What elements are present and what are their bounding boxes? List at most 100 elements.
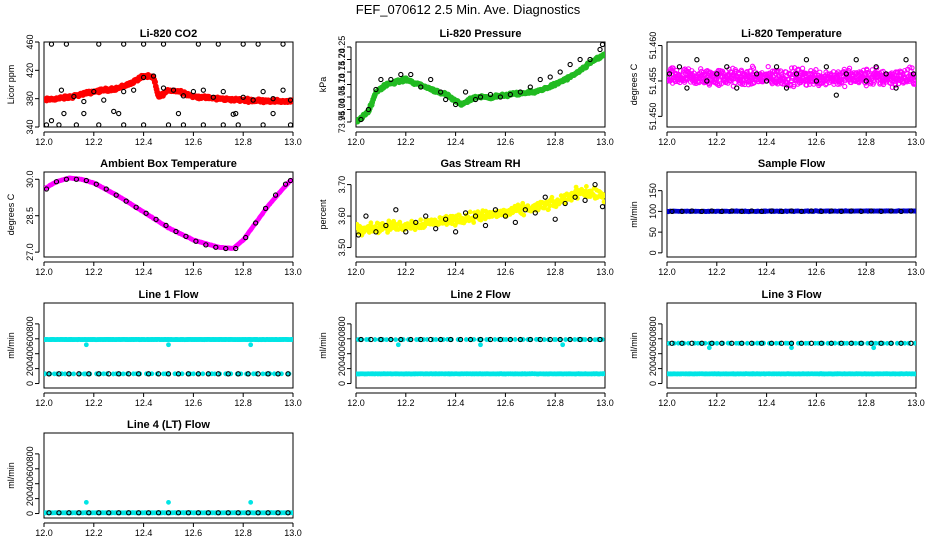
x-tick-label: 12.6 <box>185 137 203 147</box>
data-point <box>175 110 182 117</box>
data-point <box>140 122 147 127</box>
x-tick-label: 12.2 <box>397 398 415 408</box>
data-point <box>679 208 685 215</box>
data-point <box>145 371 152 377</box>
data-point <box>557 69 563 75</box>
series-2-5-min-ave <box>356 181 605 238</box>
y-tick-label: 400 <box>25 476 35 491</box>
data-point <box>116 110 122 117</box>
data-point <box>719 340 725 346</box>
data-point <box>121 122 127 127</box>
panel-sample_flow: Sample Flow 12.0 12.2 12.4 12.6 12.8 13.0 0 50 10… <box>629 158 925 277</box>
series-2-5-min-ave <box>46 371 291 377</box>
data-point <box>497 94 504 100</box>
data-point <box>358 116 364 123</box>
data-point <box>568 197 574 203</box>
data-point <box>173 228 179 235</box>
data-point <box>106 510 112 516</box>
data-point <box>462 89 469 95</box>
data-point <box>560 342 566 348</box>
data-point <box>463 337 469 342</box>
data-point <box>765 63 771 70</box>
y-axis-label: ml/min <box>629 332 639 359</box>
x-tick-label: 12.0 <box>658 398 676 408</box>
data-point <box>912 371 916 377</box>
data-point <box>255 42 261 47</box>
x-tick-label: 13.0 <box>596 267 614 277</box>
data-point <box>871 79 877 85</box>
panel-line4: Line 4 (LT) Flow 12.0 12.2 12.4 12.6 12.8 13.0… <box>6 419 302 538</box>
data-point <box>83 342 89 348</box>
x-tick-label: 12.6 <box>497 398 515 408</box>
panel-line2: Line 2 Flow 12.0 12.2 12.4 12.6 12.8 13.0 0 2004… <box>318 289 614 408</box>
y-tick-label: 600 <box>25 461 35 476</box>
x-tick-label: 12.4 <box>447 267 465 277</box>
data-point <box>140 74 147 81</box>
plot-frame <box>666 302 917 389</box>
series-2-5-min-ave <box>667 57 916 98</box>
data-point <box>865 340 871 346</box>
data-point <box>868 208 874 214</box>
data-point <box>552 216 558 222</box>
data-point <box>478 342 483 348</box>
y-axis-label: degrees C <box>6 193 16 235</box>
y-tick-label: 800 <box>648 316 658 331</box>
data-point <box>542 194 548 200</box>
data-point <box>577 336 583 343</box>
series-1-min <box>44 72 293 106</box>
data-point <box>912 81 916 87</box>
data-point <box>408 71 414 78</box>
series-1-min <box>356 184 605 238</box>
data-point <box>913 208 916 214</box>
data-point <box>669 208 675 215</box>
data-point <box>285 371 291 377</box>
data-point <box>818 340 825 346</box>
x-tick-label: 12.8 <box>546 398 564 408</box>
x-tick-label: 12.0 <box>35 137 53 147</box>
x-tick-label: 12.6 <box>185 398 203 408</box>
data-point <box>527 336 533 343</box>
data-point <box>597 46 603 53</box>
data-point <box>56 371 62 377</box>
x-tick-label: 12.8 <box>234 528 252 538</box>
data-point <box>773 64 780 70</box>
data-point <box>191 371 196 377</box>
data-point <box>768 208 775 214</box>
x-tick-label: 13.0 <box>596 137 614 147</box>
x-tick-label: 12.4 <box>758 137 776 147</box>
x-tick-label: 12.8 <box>234 137 252 147</box>
panel-line1: Line 1 Flow 12.0 12.2 12.4 12.6 12.8 13.0 0 2004… <box>6 289 302 408</box>
data-point <box>783 85 790 91</box>
data-point <box>472 96 479 103</box>
data-point <box>903 57 909 63</box>
data-point <box>166 342 171 348</box>
data-point <box>233 110 239 117</box>
data-point <box>739 81 745 87</box>
data-point <box>76 371 82 377</box>
data-point <box>567 61 573 68</box>
y-axis-label: degrees C <box>629 63 639 105</box>
x-tick-label: 12.6 <box>808 267 826 277</box>
data-point <box>714 340 720 346</box>
series-2-5-min-ave <box>44 176 293 252</box>
data-point <box>758 208 765 215</box>
panel-title: Line 3 Flow <box>762 289 822 301</box>
data-point <box>848 340 854 346</box>
data-point <box>135 371 142 377</box>
data-point <box>215 371 221 377</box>
data-point <box>365 106 372 113</box>
data-point <box>255 371 261 377</box>
x-tick-label: 12.6 <box>497 267 515 277</box>
data-point <box>58 87 65 93</box>
panel-title: Sample Flow <box>758 158 826 170</box>
series-2-5-min-ave <box>44 42 293 127</box>
data-point <box>898 340 904 346</box>
data-point <box>848 208 854 214</box>
data-point <box>798 340 805 346</box>
data-point <box>447 336 454 343</box>
data-point <box>240 94 246 100</box>
data-point <box>175 510 182 516</box>
data-point <box>215 42 221 47</box>
panel-title: Ambient Box Temperature <box>100 158 237 170</box>
data-points <box>667 57 916 98</box>
